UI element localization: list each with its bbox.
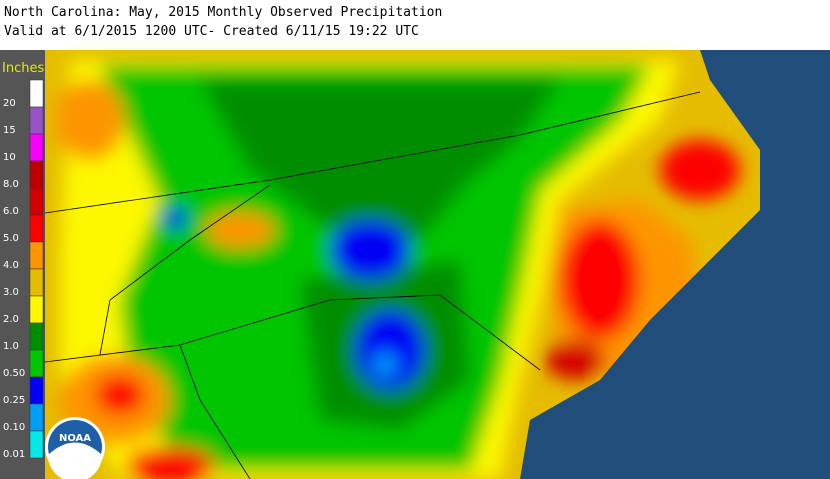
legend-swatch (29, 376, 44, 405)
legend-label: 8.0 (3, 179, 19, 190)
legend-label: 0.25 (3, 395, 25, 406)
legend-label: 4.0 (3, 260, 19, 271)
logo-text: NOAA (59, 433, 91, 444)
legend-label: 20 (3, 98, 16, 109)
legend-swatch (29, 241, 44, 270)
title: North Carolina: May, 2015 Monthly Observ… (4, 5, 443, 20)
legend-swatch (29, 79, 44, 108)
legend-swatch (29, 430, 44, 459)
map-area (44, 50, 830, 479)
legend-swatch (29, 133, 44, 162)
header: North Carolina: May, 2015 Monthly Observ… (0, 0, 830, 50)
ocean (520, 50, 830, 479)
legend-label: 3.0 (3, 287, 19, 298)
legend-swatch (29, 349, 44, 378)
legend-swatch (29, 106, 44, 135)
boundaries (44, 91, 701, 479)
legend-swatch (29, 403, 44, 432)
legend-swatch (29, 295, 44, 324)
legend-label: 0.10 (3, 422, 25, 433)
legend-label: 0.01 (3, 449, 25, 460)
noaa-logo: NOAA (45, 417, 105, 479)
legend-label: 15 (3, 125, 16, 136)
legend-label: 5.0 (3, 233, 19, 244)
legend-label: 0.50 (3, 368, 25, 379)
precip-field (55, 60, 740, 479)
legend-label: 6.0 (3, 206, 19, 217)
legend-swatch (29, 214, 44, 243)
legend-unit: Inches (2, 61, 44, 76)
legend-label: 1.0 (3, 341, 19, 352)
legend-label: 10 (3, 152, 16, 163)
legend: 20 15 10 8.0 6.0 5.0 4.0 3.0 2.0 1.0 0.50 0.25 0.10 0… (3, 79, 44, 460)
legend-label: 2.0 (3, 314, 19, 325)
legend-swatch (29, 268, 44, 297)
legend-swatch (29, 187, 44, 216)
legend-swatch (29, 160, 44, 189)
subtitle: Valid at 6/1/2015 1200 UTC- Created 6/11… (4, 24, 419, 39)
legend-swatch (29, 322, 44, 351)
